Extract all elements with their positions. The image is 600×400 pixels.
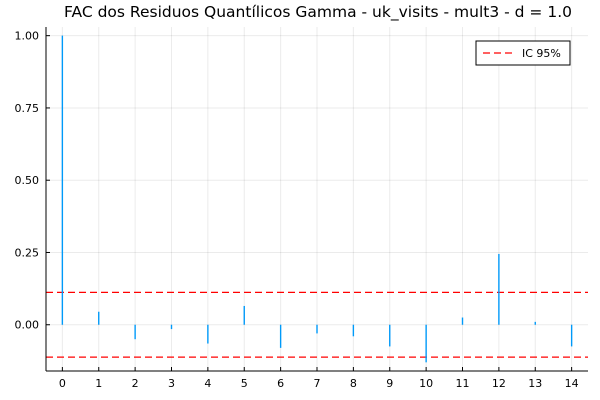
y-tick-label: 1.00 xyxy=(15,30,40,43)
grid xyxy=(46,27,588,371)
x-tick-label: 4 xyxy=(204,377,211,390)
legend-label: IC 95% xyxy=(522,47,561,60)
x-ticks: 0 1 2 3 4 5 6 7 8 9 10 11 12 13 14 xyxy=(59,367,579,390)
y-tick-label: 0.50 xyxy=(15,174,40,187)
y-tick-label: 0.25 xyxy=(15,246,40,259)
x-tick-label: 12 xyxy=(492,377,506,390)
x-tick-label: 11 xyxy=(456,377,470,390)
chart-title: FAC dos Residuos Quantílicos Gamma - uk_… xyxy=(64,3,572,22)
x-tick-label: 3 xyxy=(168,377,175,390)
confidence-interval-lines xyxy=(46,291,588,358)
x-tick-label: 7 xyxy=(314,377,321,390)
x-tick-label: 9 xyxy=(386,377,393,390)
legend-box xyxy=(475,40,571,66)
y-tick-label: 0.00 xyxy=(15,319,40,332)
x-tick-label: 10 xyxy=(419,377,433,390)
acf-bars xyxy=(61,35,573,363)
x-tick-label: 2 xyxy=(132,377,139,390)
x-tick-label: 1 xyxy=(95,377,102,390)
x-tick-label: 6 xyxy=(277,377,284,390)
x-tick-label: 14 xyxy=(565,377,579,390)
legend: IC 95% xyxy=(475,40,571,66)
x-tick-label: 13 xyxy=(528,377,542,390)
x-tick-label: 5 xyxy=(241,377,248,390)
y-tick-label: 0.75 xyxy=(15,102,40,115)
y-ticks: 0.00 0.25 0.50 0.75 1.00 xyxy=(15,30,50,332)
x-tick-label: 8 xyxy=(350,377,357,390)
x-tick-label: 0 xyxy=(59,377,66,390)
